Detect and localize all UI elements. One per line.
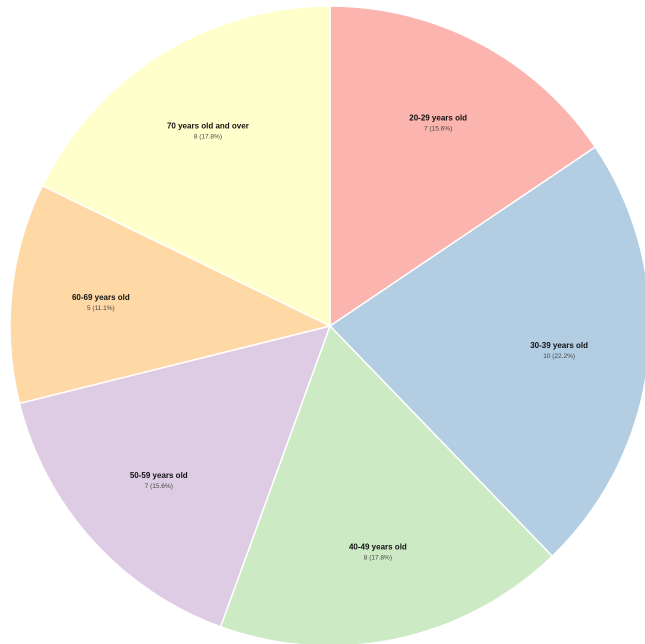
- slice-label-50-59-years-old: 50-59 years old: [130, 471, 188, 480]
- slice-value-40-49-years-old: 8 (17.8%): [364, 554, 392, 561]
- pie-labels: 20-29 years old 7 (15.6%) 30-39 years old 1…: [72, 114, 588, 562]
- slice-label-30-39-years-old: 30-39 years old: [530, 341, 588, 350]
- pie-slice-70-years-old-and-over: [41, 5, 331, 328]
- slice-value-60-69-years-old: 5 (11.1%): [87, 305, 115, 312]
- pie-slice-30-39-years-old: [328, 146, 645, 558]
- slice-label-70-years-old-and-over: 70 years old and over: [167, 122, 249, 131]
- pie-slices: [9, 5, 645, 644]
- pie-slice-40-49-years-old: [219, 324, 554, 644]
- slice-value-30-39-years-old: 10 (22.2%): [543, 353, 575, 360]
- slice-label-20-29-years-old: 20-29 years old: [409, 114, 467, 123]
- slice-value-70-years-old-and-over: 8 (17.8%): [194, 134, 222, 141]
- slice-label-60-69-years-old: 60-69 years old: [72, 293, 130, 302]
- slice-value-20-29-years-old: 7 (15.6%): [424, 126, 452, 133]
- pie-slice-60-69-years-old: [9, 184, 333, 405]
- pie-slice-50-59-years-old: [18, 324, 332, 628]
- slice-value-50-59-years-old: 7 (15.6%): [145, 483, 173, 490]
- slice-label-40-49-years-old: 40-49 years old: [349, 542, 407, 551]
- pie-slice-20-29-years-old: [329, 5, 597, 328]
